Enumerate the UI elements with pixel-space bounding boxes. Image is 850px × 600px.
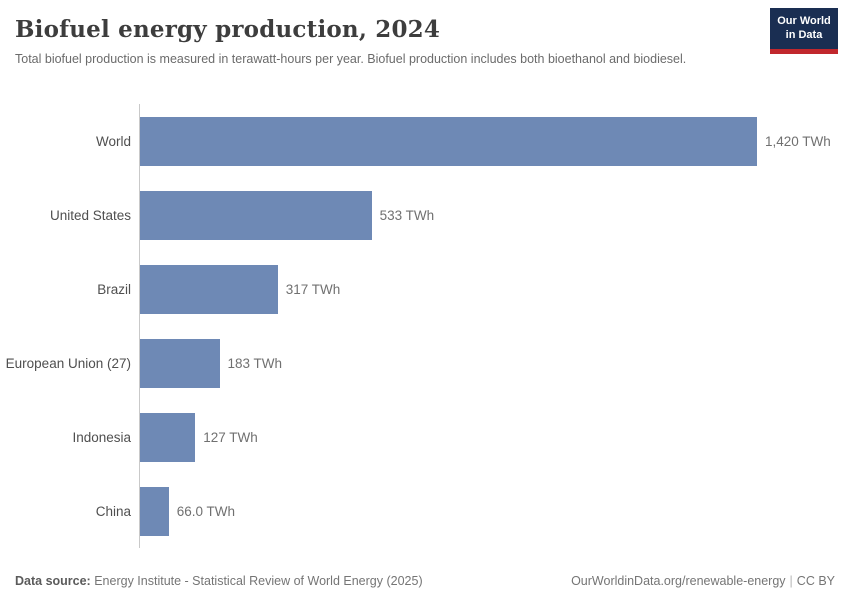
bar-row: China 66.0 TWh (0, 474, 850, 548)
bar[interactable] (140, 190, 372, 240)
data-source-label: Data source: (15, 574, 91, 588)
bar-zone: 533 TWh (139, 178, 850, 252)
value-label: 127 TWh (203, 429, 258, 445)
data-source-text: Energy Institute - Statistical Review of… (94, 574, 423, 588)
category-label: United States (49, 207, 131, 223)
bar-row: World 1,420 TWh (0, 104, 850, 178)
category-label: European Union (27) (5, 355, 131, 371)
bar-zone: 66.0 TWh (139, 474, 850, 548)
value-label: 533 TWh (379, 207, 435, 223)
bar-zone: 1,420 TWh (139, 104, 850, 178)
y-axis-line (139, 104, 140, 548)
bar-zone: 183 TWh (139, 326, 850, 400)
bar-row: Brazil 317 TWh (0, 252, 850, 326)
bar-zone: 127 TWh (139, 400, 850, 474)
page-title: Biofuel energy production, 2024 (15, 16, 441, 43)
bar[interactable] (140, 486, 169, 536)
bar-row: Indonesia 127 TWh (0, 400, 850, 474)
category-label: Indonesia (72, 429, 131, 445)
bar-rows: World 1,420 TWh United States 533 TWh Br… (0, 104, 850, 548)
footer-separator: | (789, 574, 793, 588)
bar[interactable] (140, 116, 757, 166)
category-label: Brazil (97, 281, 131, 297)
chart-subtitle: Total biofuel production is measured in … (15, 52, 687, 66)
category-label: China (95, 503, 131, 519)
owid-logo-line2: in Data (785, 28, 823, 41)
owid-logo-line1: Our World (777, 14, 831, 27)
bar[interactable] (140, 264, 278, 314)
value-label: 66.0 TWh (176, 503, 235, 519)
bar[interactable] (140, 412, 196, 462)
data-source: Data source: Energy Institute - Statisti… (15, 574, 423, 588)
category-label: World (95, 133, 131, 149)
bar-chart: World 1,420 TWh United States 533 TWh Br… (0, 104, 850, 548)
bar-zone: 317 TWh (139, 252, 850, 326)
value-label: 183 TWh (227, 355, 283, 371)
attribution: OurWorldinData.org/renewable-energy | CC B… (571, 574, 835, 588)
value-label: 317 TWh (285, 281, 341, 297)
value-label: 1,420 TWh (765, 133, 831, 149)
owid-url[interactable]: OurWorldinData.org/renewable-energy (571, 574, 786, 588)
owid-logo: Our World in Data (770, 8, 838, 54)
chart-header: Biofuel energy production, 2024 Total bi… (0, 0, 850, 69)
chart-footer: Data source: Energy Institute - Statisti… (15, 574, 835, 588)
bar[interactable] (140, 338, 220, 388)
bar-row: United States 533 TWh (0, 178, 850, 252)
bar-row: European Union (27) 183 TWh (0, 326, 850, 400)
license-badge[interactable]: CC BY (796, 574, 835, 588)
